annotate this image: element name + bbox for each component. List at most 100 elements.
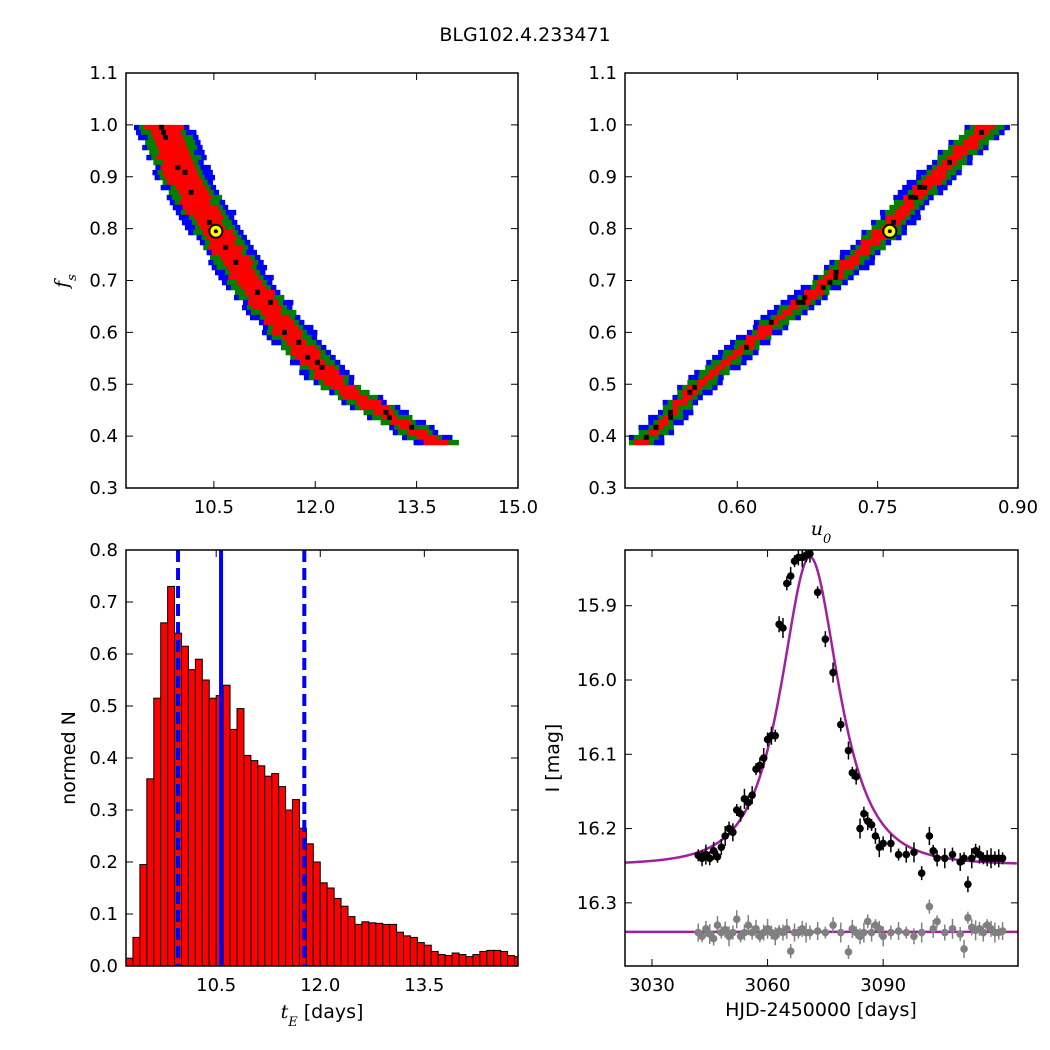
fs-te-density-cell-inner [354, 389, 360, 396]
hist-bar [507, 955, 516, 966]
fs-u0-density-cell-inner [931, 169, 937, 176]
hist-xtick-label: 13.5 [404, 975, 444, 996]
lc-data-point [748, 791, 756, 799]
fs-u0-density-cell-outer [782, 324, 789, 331]
fs-u0-axes: 0.60 0.75 0.90 0.3 0.4 0.5 0.6 0.7 0.8 0.9 1.0 1.1 [588, 63, 1038, 518]
fs-te-density-cell-inner [273, 319, 280, 326]
fs-te-ylabel-base: f [51, 278, 73, 290]
fs-te-density-cell-inner [313, 374, 320, 381]
fs-u0-density-cell-outer [902, 184, 908, 191]
fs-te-density-cell-inner [226, 249, 232, 256]
fs-u0-density-cell-inner [860, 244, 866, 251]
fs-u0-density-peak [643, 434, 649, 440]
fs-u0-density-cell-outer [717, 379, 723, 386]
fs-u0-density-cell-outer [658, 434, 665, 441]
fs-te-density-cell-inner [314, 369, 320, 376]
lc-ytick-label: 16.3 [577, 893, 617, 914]
hist-bar [160, 622, 169, 966]
fs-u0-density-cell-outer [951, 174, 957, 181]
fs-te-density-cell-middle [216, 194, 223, 201]
fs-te-density-cell-middle [203, 244, 209, 251]
fs-te-density-cell-middle [343, 379, 349, 386]
lc-data-point [771, 731, 780, 740]
fs-u0-density-cell-outer [901, 224, 907, 231]
fs-te-heatmap [133, 124, 459, 446]
fs-te-density-cell-inner [194, 174, 201, 181]
fs-te-density-cell-outer [196, 234, 202, 241]
fs-u0-density-cell-outer [687, 409, 694, 416]
fs-u0-density-cell-inner [963, 144, 969, 151]
fs-te-density-cell-inner [283, 319, 290, 326]
hist-bar [472, 954, 481, 966]
fs-u0-density-cell-middle [989, 129, 995, 136]
fs-te-density-cell-middle [239, 239, 246, 246]
fs-te-density-cell-inner [204, 224, 211, 231]
fs-te-density-cell-inner [183, 159, 189, 166]
fs-u0-density-cell-middle [677, 409, 684, 416]
fs-u0-density-cell-middle [837, 279, 843, 286]
fs-te-density-cell-outer [200, 164, 206, 171]
fs-te-density-cell-middle [285, 344, 292, 351]
fs-u0-density-cell-inner [963, 139, 969, 146]
fs-te-axes: 10.5 12.0 13.5 15.0 0.3 0.4 0.5 0.6 0.7 0.8 0.9 1.0… [89, 63, 538, 518]
fs-te-density-cell-middle [343, 374, 350, 381]
hist-bars [126, 550, 518, 966]
fs-te-density-cell-inner [231, 264, 238, 271]
lc-data-point [856, 824, 864, 833]
fs-te-density-cell-outer [181, 219, 188, 226]
hist-bar [187, 669, 196, 966]
fs-te-density-cell-middle [226, 219, 233, 226]
fs-u0-density-cell-middle [707, 379, 713, 386]
fs-te-density-cell-outer [245, 309, 252, 316]
fs-te-density-cell-outer [169, 199, 176, 206]
fs-te-density-cell-inner [238, 244, 244, 251]
fs-te-density-cell-inner [230, 269, 236, 276]
fs-te-density-cell-inner [342, 394, 349, 401]
lc-data-point [910, 848, 918, 857]
fs-u0-density-cell-middle [844, 254, 851, 261]
fs-te-density-cell-inner [185, 184, 192, 191]
fs-te-density-cell-middle [363, 409, 369, 416]
fs-u0-density-cell-middle [778, 319, 785, 326]
fs-u0-density-cell-inner [899, 204, 905, 211]
fs-u0-ytick-label: 0.5 [588, 374, 617, 395]
fs-u0-density-cell-inner [941, 169, 947, 176]
hist-xlabel-sub: E [287, 1015, 298, 1030]
fs-te-density-cell-outer [244, 239, 251, 246]
fs-te-density-cell-inner [328, 379, 334, 386]
fs-te-density-cell-outer [231, 219, 238, 226]
fs-te-density-cell-middle [174, 199, 181, 206]
fs-te-density-cell-inner [262, 299, 269, 306]
fs-te-density-cell-middle [393, 409, 399, 416]
fs-te-density-cell-middle [188, 134, 194, 141]
fs-te-density-cell-inner [167, 144, 173, 151]
fs-u0-density-cell-outer [712, 384, 718, 391]
fs-u0-density-cell-inner [697, 379, 703, 386]
fs-te-density-cell-inner [281, 334, 288, 341]
fs-te-density-cell-middle [372, 394, 379, 401]
fs-u0-density-cell-inner [653, 429, 660, 436]
fs-te-density-cell-inner [229, 239, 236, 246]
fs-u0-density-cell-outer [853, 269, 860, 276]
fs-te-density-cell-inner [186, 194, 193, 201]
hist-ytick-label: 0.7 [89, 592, 118, 613]
fs-te-density-cell-inner [171, 154, 177, 161]
fs-u0-density-cell-outer [915, 214, 921, 221]
fs-te-density-cell-inner [300, 354, 306, 361]
fs-u0-xlabel-base: u [811, 518, 823, 540]
fs-u0-density-cell-outer [840, 249, 846, 256]
fs-u0-density-cell-inner [838, 264, 845, 271]
fs-te-density-cell-outer [344, 369, 350, 376]
fs-te-density-cell-inner [202, 204, 209, 211]
fs-te-density-cell-inner [199, 224, 206, 231]
fs-u0-density-cell-outer [735, 364, 741, 371]
fs-te-density-cell-middle [211, 194, 218, 201]
fs-u0-density-cell-inner [865, 244, 871, 251]
hist-ytick-label: 0.1 [89, 904, 118, 925]
lc-data-point [967, 854, 976, 863]
hist-bar [465, 956, 474, 966]
fs-u0-ytick-label: 1.1 [588, 63, 617, 84]
fs-u0-density-cell-inner [871, 234, 877, 241]
fs-u0-density-cell-inner [865, 249, 871, 256]
fs-u0-density-peak [947, 159, 953, 165]
